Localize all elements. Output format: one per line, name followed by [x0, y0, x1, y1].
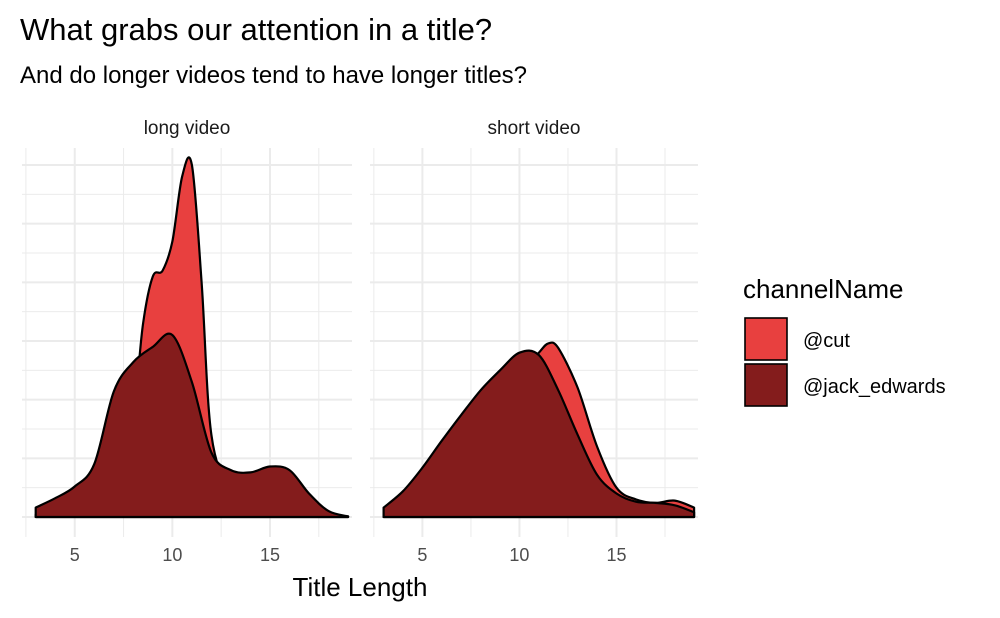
facets-layer: long video 5 10 15 short video 5 10 15 — [22, 118, 698, 565]
legend-title: channelName — [743, 274, 903, 304]
chart-subtitle: And do longer videos tend to have longer… — [20, 62, 527, 89]
legend-key-jack-edwards — [744, 363, 788, 407]
facet-panel-0: long video 5 10 15 — [22, 118, 352, 565]
density-area-jack-edwards — [382, 349, 696, 519]
legend-key-cut — [744, 317, 788, 361]
legend-label-cut: @cut — [803, 330, 850, 352]
x-tick-label: 5 — [70, 545, 80, 565]
density-area-jack-edwards — [34, 332, 350, 519]
facet-strip-label: long video — [144, 118, 231, 139]
x-tick-label: 10 — [509, 545, 529, 565]
x-tick-label: 5 — [417, 545, 427, 565]
x-tick-label: 15 — [260, 545, 280, 565]
legend: channelName @cut @jack_edwards — [743, 274, 946, 407]
x-tick-label: 15 — [606, 545, 626, 565]
facet-strip-label: short video — [488, 118, 581, 139]
x-tick-label: 10 — [162, 545, 182, 565]
legend-label-jack-edwards: @jack_edwards — [803, 376, 946, 398]
facet-panel-1: short video 5 10 15 — [370, 118, 698, 565]
chart-title: What grabs our attention in a title? — [20, 12, 492, 47]
x-axis-title: Title Length — [293, 572, 428, 602]
